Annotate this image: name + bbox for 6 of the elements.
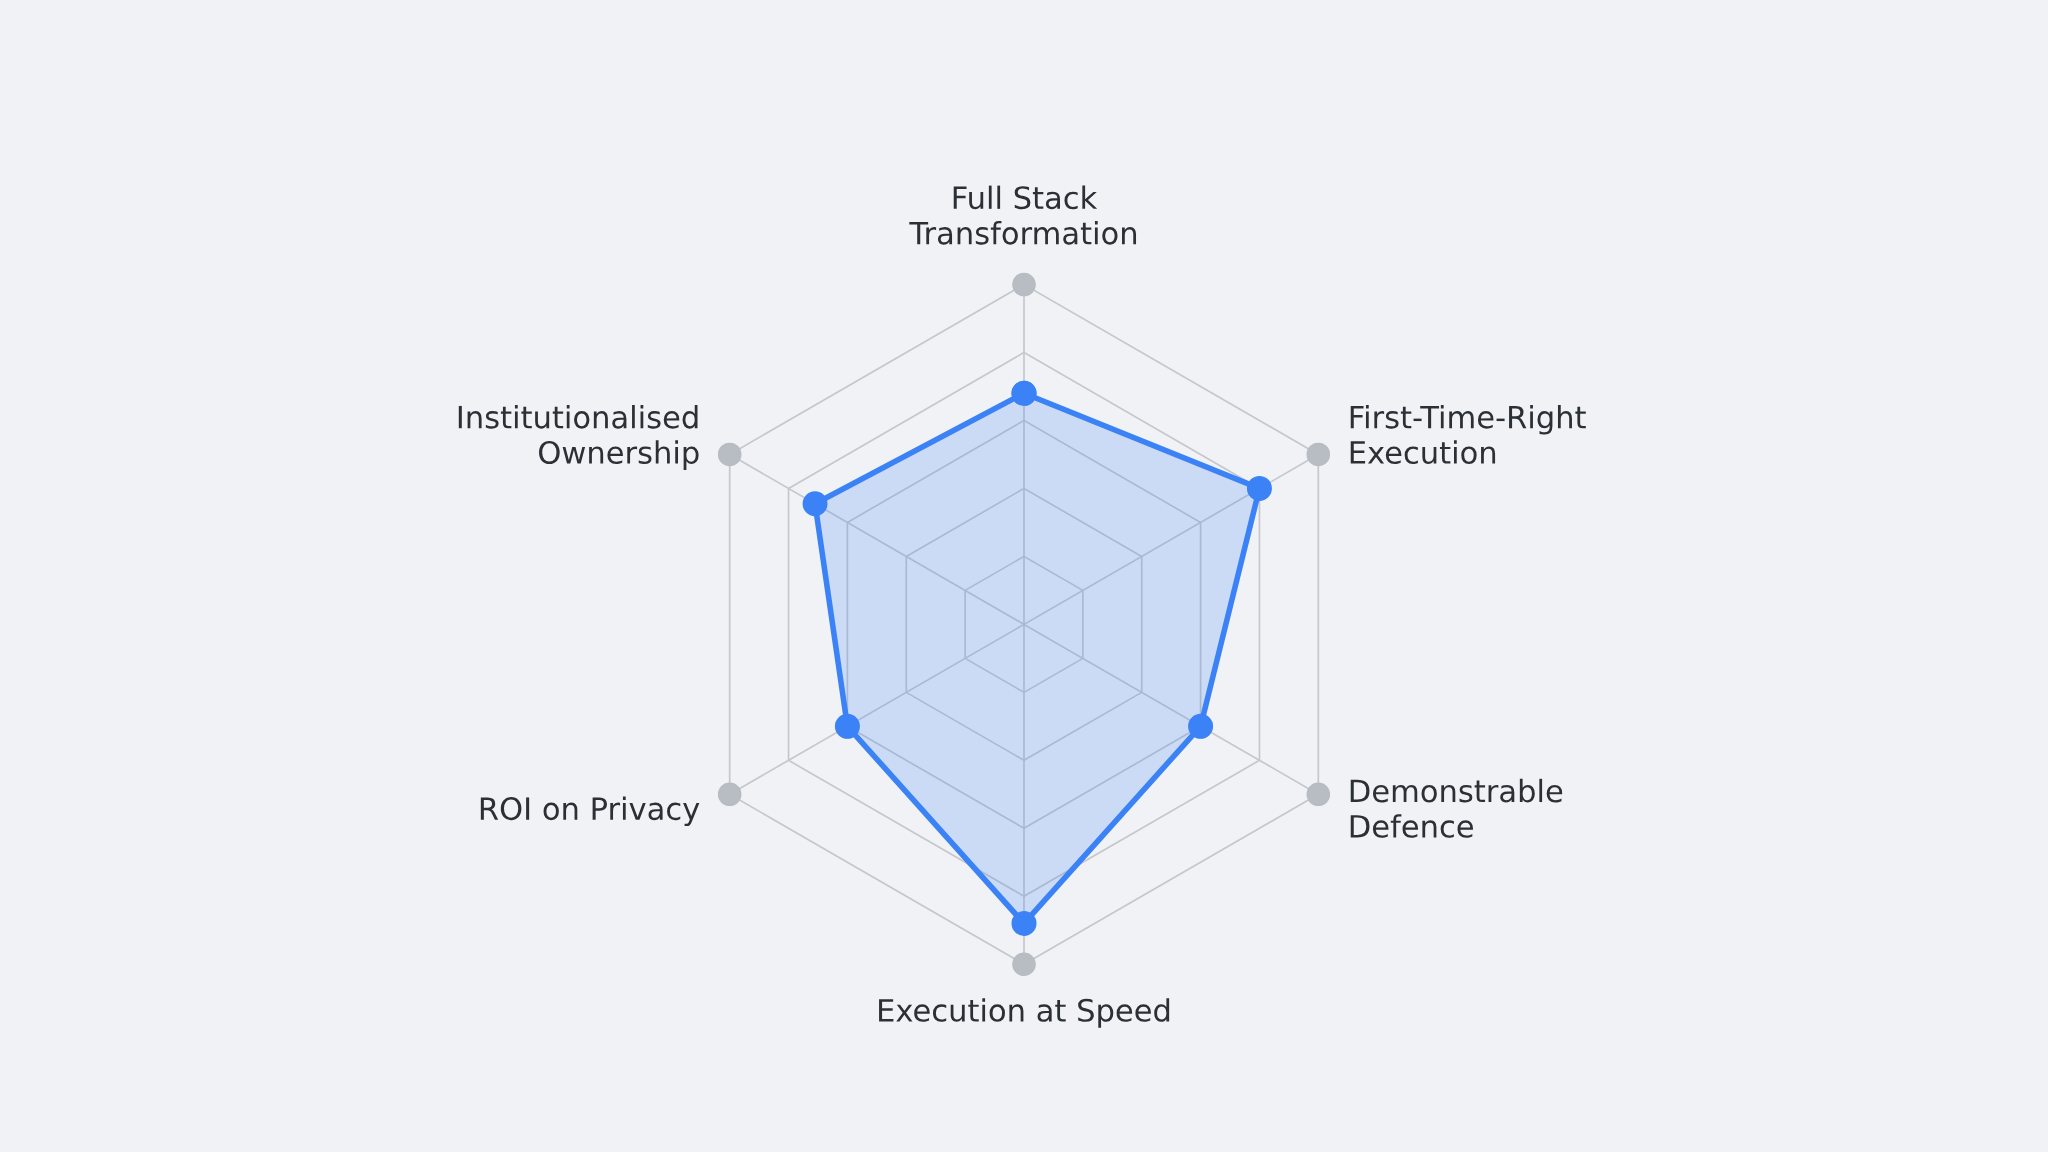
spoke-label: Full Stack Transformation (909, 185, 1137, 245)
spoke-label: Institutionalised Ownership (458, 405, 699, 470)
spoke-label: Execution at Speed (879, 998, 1170, 1028)
spoke-label: Demonstrable Defence (1350, 778, 1563, 838)
spoke-label: ROI on Privacy (480, 796, 700, 827)
spoke-label: First-Time-Right Execution (1350, 405, 1586, 465)
